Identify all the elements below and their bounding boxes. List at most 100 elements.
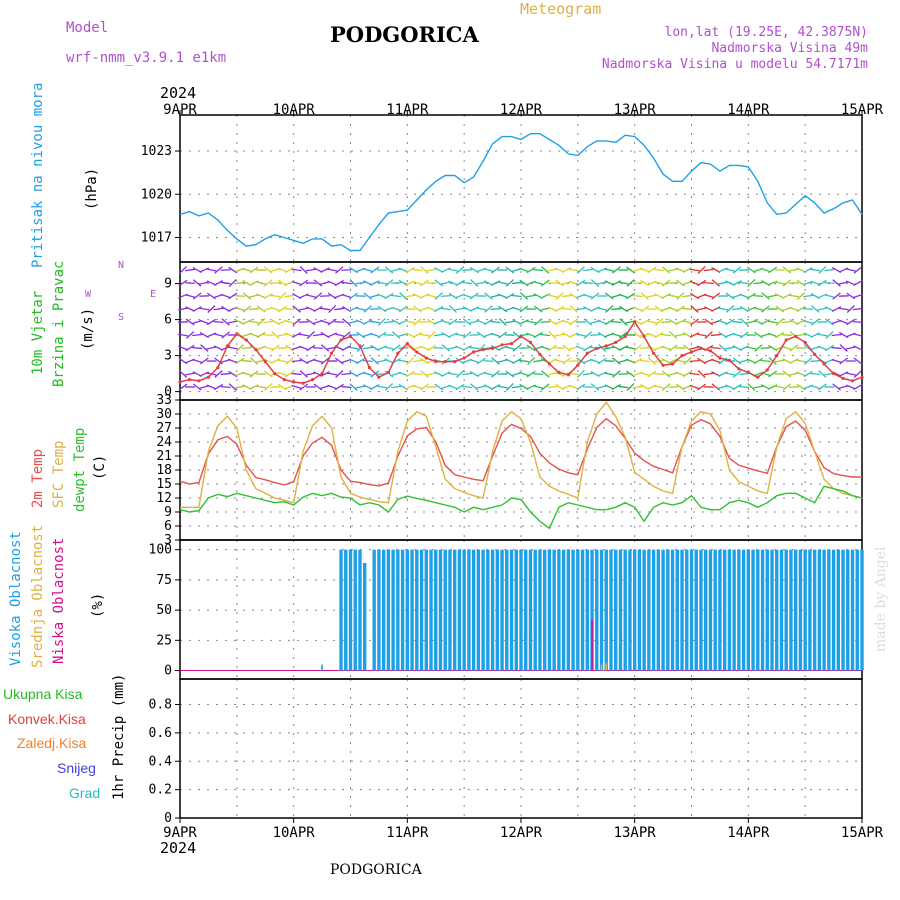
- wind-arrow: [646, 320, 657, 324]
- wind-arrow: [760, 359, 771, 363]
- cloud-bar: [400, 549, 405, 671]
- wind-arrow: [264, 383, 273, 391]
- wind-arrow: [376, 359, 387, 363]
- wind-speed-point: [301, 381, 305, 385]
- wind-arrow: [718, 319, 728, 325]
- cloud-bar: [566, 549, 571, 671]
- y-tick-label: 0.2: [149, 783, 172, 798]
- wind-arrow: [277, 333, 288, 337]
- wind-arrow: [312, 333, 324, 337]
- cloud-bar: [396, 549, 400, 671]
- wind-arrow: [675, 305, 685, 313]
- cloud-bar: [822, 549, 826, 671]
- wind-arrow: [717, 307, 728, 311]
- wind-arrow: [441, 267, 451, 273]
- y-tick-label: 0: [164, 811, 172, 826]
- cloud-bar: [377, 549, 381, 671]
- wind-arrow: [199, 357, 209, 365]
- wind-arrow: [817, 383, 827, 391]
- wind-arrow: [725, 268, 736, 272]
- wind-arrow: [668, 294, 679, 298]
- wind-arrow: [483, 372, 494, 376]
- wind-arrow: [590, 358, 600, 364]
- wind-arrow: [661, 345, 672, 351]
- wind-arrow: [206, 384, 217, 390]
- wind-arrow: [611, 307, 622, 311]
- wind-arrow: [611, 320, 622, 324]
- elevation-label: Nadmorska Visina 49m: [711, 41, 868, 56]
- wind-arrow: [796, 267, 806, 273]
- wind-arrow: [270, 358, 281, 364]
- wind-arrow: [412, 359, 423, 363]
- wind-arrow: [292, 305, 301, 313]
- wind-arrow: [391, 344, 401, 352]
- wind-arrow: [654, 305, 664, 313]
- wind-arrow: [277, 371, 288, 377]
- wind-arrow: [505, 266, 515, 274]
- wind-speed-point: [652, 351, 656, 355]
- wind-speed-point: [737, 367, 741, 371]
- wind-arrow: [399, 292, 408, 300]
- wind-arrow: [249, 320, 260, 324]
- wind-arrow: [405, 266, 415, 274]
- wind-speed-point: [386, 370, 390, 374]
- wind-arrow: [597, 357, 607, 365]
- wind-arrow: [327, 318, 337, 326]
- wind-arrow: [462, 386, 473, 388]
- cloud-bar: [694, 549, 698, 671]
- wind-arrow: [646, 294, 657, 298]
- wind-arrow: [598, 344, 607, 352]
- wind-arrow: [703, 282, 714, 284]
- wind-arrow: [456, 370, 465, 378]
- wind-arrow: [177, 307, 189, 311]
- y-tick-label: 50: [156, 603, 172, 618]
- wind-arrow: [234, 307, 245, 311]
- wind-arrow: [612, 370, 621, 378]
- wind-speed-point: [216, 366, 220, 370]
- wind-speed-point: [557, 370, 561, 374]
- wind-arrow: [335, 266, 344, 274]
- wind-arrow: [391, 268, 402, 272]
- cloud-bar: [680, 549, 684, 671]
- wind-arrow: [547, 306, 558, 312]
- wind-arrow: [703, 372, 714, 376]
- cloud-bar: [386, 549, 391, 671]
- wind-arrow: [576, 279, 586, 287]
- wind-arrow: [469, 346, 480, 350]
- wind-arrow: [284, 294, 295, 298]
- wind-arrow: [796, 359, 807, 363]
- wind-arrow: [511, 294, 522, 298]
- wind-arrow: [838, 385, 849, 389]
- wind-arrow: [831, 333, 842, 337]
- wind-arrow: [732, 266, 742, 274]
- cloud-bar: [670, 549, 675, 671]
- wind-arrow: [533, 331, 543, 339]
- wind-arrow: [626, 279, 635, 287]
- wind-arrow: [575, 333, 586, 337]
- series-line: [179, 485, 863, 530]
- wind-arrow: [838, 371, 849, 377]
- wind-arrow: [199, 385, 210, 389]
- y-tick-label: 1020: [141, 187, 172, 202]
- wind-arrow: [788, 386, 799, 388]
- wind-arrow: [547, 344, 557, 352]
- wind-arrow: [582, 372, 593, 376]
- meteogram-label: Meteogram: [520, 0, 602, 18]
- cloud-bar: [817, 549, 822, 671]
- wind-arrow: [689, 346, 700, 350]
- wind-arrow: [355, 281, 366, 285]
- wind-arrow: [220, 293, 231, 299]
- wind-arrow: [540, 293, 551, 299]
- wind-arrow: [711, 383, 721, 391]
- wind-arrow: [782, 279, 792, 287]
- wind-arrow: [348, 320, 359, 324]
- wind-arrow: [768, 370, 778, 378]
- wind-arrow: [541, 266, 550, 274]
- wind-arrow: [192, 306, 202, 312]
- wind-arrow: [412, 280, 423, 286]
- wind-arrow: [440, 281, 451, 285]
- wind-speed-point: [329, 351, 334, 355]
- wind-arrow: [611, 384, 622, 390]
- wind-arrow: [789, 344, 799, 352]
- cloud-bar: [808, 549, 812, 671]
